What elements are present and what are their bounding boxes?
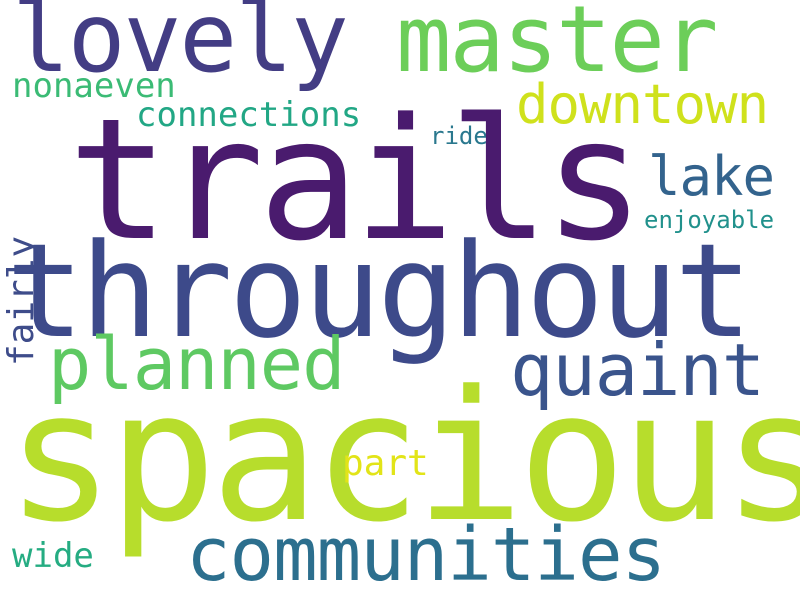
word-planned: planned (48, 322, 345, 406)
word-part: part (342, 443, 429, 484)
word-quaint: quaint (510, 328, 765, 412)
word-lake: lake (648, 145, 775, 208)
word-throughout: throughout (6, 215, 753, 367)
word-downtown: downtown (516, 73, 769, 136)
word-wide: wide (12, 536, 94, 576)
word-master: master (396, 0, 718, 93)
word-communities: communities (186, 512, 666, 598)
word-connections: connections (136, 95, 362, 135)
word-spacious: spacious (6, 353, 800, 562)
word-lovely: lovely (12, 0, 349, 94)
word-ride: ride (430, 122, 488, 150)
word-fairly: fairly (1, 235, 42, 366)
word-enjoyable: enjoyable (644, 206, 775, 234)
word-trails: trails (68, 82, 645, 278)
word-nonaeven: nonaeven (12, 66, 176, 106)
